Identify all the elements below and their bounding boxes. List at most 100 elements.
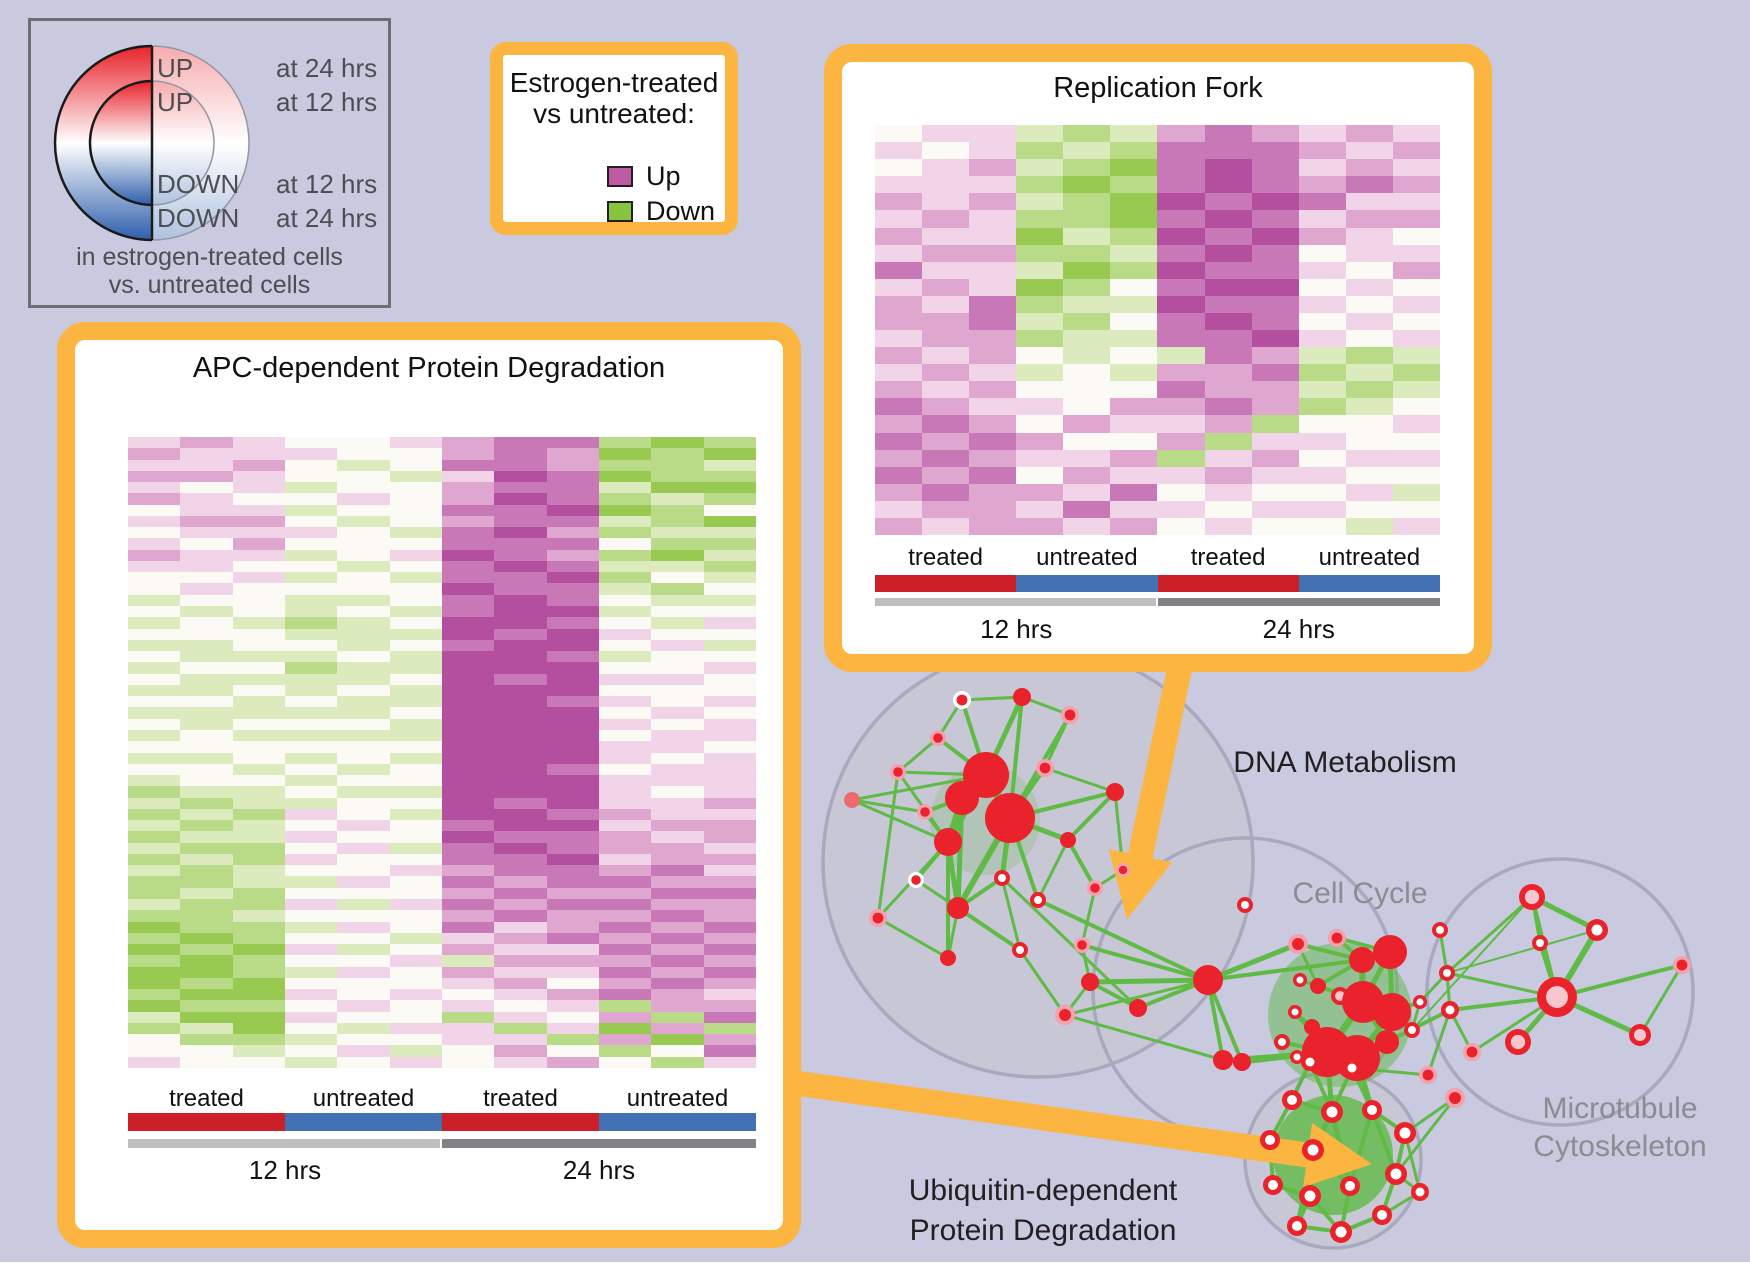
network-edge [851,798,949,844]
heatmap-cell [441,606,495,618]
heatmap-cell [180,684,233,697]
down-color-swatch [607,201,633,222]
heatmap-cell [389,459,442,471]
heatmap-cell [1204,398,1252,416]
heatmap-cell [284,932,338,945]
heatmap-cell [922,295,970,313]
heatmap-cell [128,966,181,978]
heatmap-cell [128,887,181,899]
network-edge [1207,941,1299,983]
heatmap-cell [1298,176,1346,194]
heatmap-cell [703,1045,756,1057]
gene-node-halo-core [1077,940,1087,950]
heatmap-cell [232,707,285,719]
heatmap-cell [284,662,338,674]
heatmap-cell [337,707,390,719]
heatmap-cell [651,594,704,607]
heatmap-cell [337,594,390,607]
heatmap-cell [651,1045,704,1057]
heatmap-cell [389,898,442,911]
heatmap-cell [284,887,338,899]
gene-node-solid [1233,1053,1251,1071]
heatmap-cell [1298,278,1346,296]
heatmap-cell [875,330,923,348]
heatmap-cell [232,583,285,595]
heatmap-cell [598,921,652,933]
heatmap-cell [494,797,547,809]
heatmap-cell [232,944,285,956]
heatmap-cell [922,210,970,228]
heatmap-cell [1157,415,1205,433]
heatmap-cell [875,347,923,365]
heatmap-cell [337,729,390,742]
heatmap-cell [389,729,442,742]
heatmap-cell [441,673,495,685]
heatmap-cell [1251,500,1299,518]
heatmap-cell [389,470,442,483]
gene-node-halo-core [1449,1092,1461,1104]
heatmap-cell [703,786,756,798]
heatmap-cell [441,662,495,674]
heatmap-cell [546,853,599,866]
heatmap-cell [128,955,181,967]
heatmap-cell [494,696,547,708]
heatmap-cell [494,808,547,821]
heatmap-cell [337,684,390,697]
heatmap-cell [180,729,233,742]
heatmap-cell [598,459,652,471]
gene-node-solid [1193,965,1223,995]
heatmap-cell [232,470,285,483]
heatmap-cell [1345,432,1393,450]
heatmap-cell [1204,381,1252,399]
heatmap-cell [875,125,923,143]
heatmap-cell [598,797,652,809]
heatmap-cell [598,831,652,843]
heatmap-cell [494,572,547,584]
heatmap-cell [1392,193,1440,211]
inner-right-outline [151,80,215,206]
heatmap-cell [389,515,442,528]
gene-node-halo-core [1422,1069,1434,1081]
heatmap-cell [875,142,923,160]
heatmap-cell [232,493,285,505]
cluster-circle-dna-metabolism [821,645,1255,1079]
heatmap-cell [494,831,547,843]
heatmap-cell [128,1056,181,1068]
heatmap-cell [651,944,704,956]
heatmap-cell [703,831,756,843]
heatmap-cell [389,865,442,877]
heatmap-cell [494,775,547,787]
heatmap-cell [232,966,285,978]
heatmap-cell [598,527,652,539]
heatmap-cell [1063,193,1111,211]
heatmap-cell [389,1022,442,1035]
heatmap-cell [1392,398,1440,416]
heatmap-cell [494,932,547,945]
heatmap-cell [284,673,338,685]
heatmap-cell [922,381,970,399]
heatmap-cell [494,515,547,528]
gene-node-solid [934,828,962,856]
heatmap-cell [651,808,704,821]
heatmap-cell [1157,449,1205,467]
heatmap-cell [284,921,338,933]
heatmap-cell [1392,261,1440,279]
heatmap-cell [232,752,285,764]
heatmap-cell [922,227,970,245]
heatmap-cell [180,797,233,809]
heatmap-cell [180,617,233,629]
network-edge [1081,943,1209,982]
heatmap-cell [441,853,495,866]
heatmap-cell [703,966,756,978]
heatmap-cell [1204,176,1252,194]
heatmap-cell [441,538,495,550]
heatmap-cell [180,831,233,843]
heatmap-cell [337,876,390,888]
heatmap-cell [651,1011,704,1023]
heatmap-cell [232,1056,285,1068]
heatmap-cell [1110,278,1158,296]
heatmap-cell [441,921,495,933]
heatmap-cell [337,515,390,528]
heatmap-cell [494,673,547,685]
heatmap-cell [232,549,285,561]
